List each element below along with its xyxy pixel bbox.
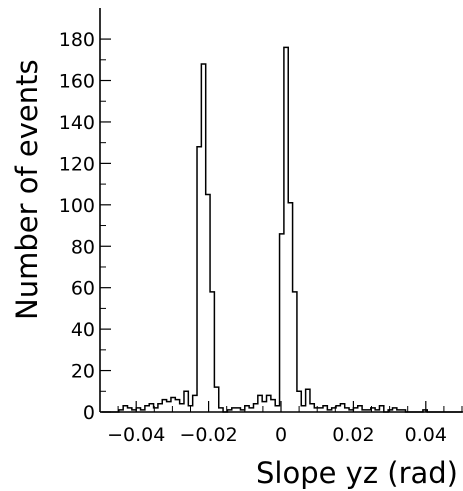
x-tick-label: 0.02	[332, 424, 374, 446]
y-tick-label: 20	[71, 361, 95, 383]
histogram-outline	[101, 46, 463, 413]
x-axis-title: Slope yz (rad)	[256, 456, 458, 490]
histogram-bin	[275, 406, 279, 412]
y-tick-label: 60	[71, 278, 95, 300]
x-axis-ticks: −0.04 −0.02 0 0.02 0.04	[99, 401, 463, 446]
y-tick-label: 100	[59, 195, 95, 217]
x-tick-label: −0.04	[107, 424, 165, 446]
histogram-bin	[167, 402, 171, 412]
y-tick-label: 40	[71, 319, 95, 341]
y-tick-label: 160	[59, 71, 95, 93]
y-axis-ticks: 0 20 40 60 80 100 120 140 160 180	[59, 29, 111, 424]
y-tick-label: 80	[71, 236, 95, 258]
histogram-bin	[180, 404, 184, 412]
y-tick-label: 120	[59, 153, 95, 175]
histogram-bin	[301, 406, 305, 412]
plot-frame	[99, 8, 462, 413]
y-axis-title: Number of events	[10, 59, 44, 320]
x-tick-label: −0.02	[179, 424, 237, 446]
x-tick-label: 0.04	[405, 424, 447, 446]
histogram-bins	[119, 47, 427, 412]
x-tick-label: 0	[275, 424, 287, 446]
y-tick-label: 0	[83, 402, 95, 424]
y-tick-label: 180	[59, 29, 95, 51]
y-tick-label: 140	[59, 112, 95, 134]
